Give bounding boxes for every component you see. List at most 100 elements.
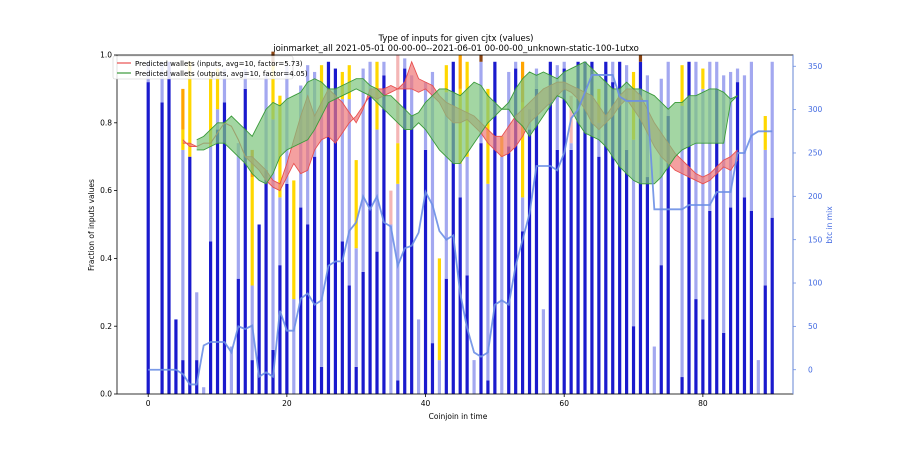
bar-fresh-66 — [604, 61, 608, 394]
x-tick-label-60: 60 — [559, 399, 569, 408]
bar-prev-18 — [271, 65, 275, 120]
bar-remix-84 — [729, 71, 733, 208]
bar-remix-60 — [562, 61, 566, 69]
bar-remix-25 — [319, 112, 324, 367]
bar-remix-15 — [250, 285, 254, 361]
bar-fresh-77 — [680, 377, 684, 394]
bar-prev-43 — [444, 65, 448, 93]
bar-friend-35 — [389, 190, 393, 225]
y2-axis-label: btc in mix — [825, 206, 834, 244]
bar-remix-38 — [410, 75, 414, 117]
bar-remix-57 — [541, 309, 545, 394]
bands-layer — [182, 60, 738, 192]
bar-fresh-11 — [222, 102, 227, 395]
bar-fresh-17 — [264, 170, 268, 394]
bar-remix-36 — [396, 183, 400, 381]
bar-fresh-71 — [638, 61, 643, 394]
bar-remix-30 — [354, 248, 358, 367]
legend-outputs-label: Predicted wallets (outputs, avg=10, fact… — [135, 70, 308, 78]
bar-remix-5 — [181, 149, 185, 361]
bar-remix-45 — [458, 163, 462, 198]
bar-fresh-41 — [430, 343, 435, 394]
bar-remix-77 — [680, 105, 684, 378]
bar-remix-21 — [292, 299, 296, 394]
bar-fresh-16 — [257, 224, 261, 394]
x-tick-label-80: 80 — [698, 399, 708, 408]
bar-fresh-27 — [333, 68, 337, 394]
bar-remix-59 — [555, 65, 559, 150]
legend-inputs-label: Predicted wallets (inputs, avg=10, facto… — [135, 60, 303, 68]
bar-fresh-10 — [215, 129, 220, 394]
bar-fresh-63 — [583, 61, 587, 394]
bar-remix-42 — [437, 360, 441, 394]
bar-remix-39 — [417, 319, 421, 394]
y2-tick-label-100: 100 — [808, 279, 823, 288]
bar-remix-31 — [361, 68, 365, 272]
bar-fresh-43 — [444, 278, 448, 394]
bar-fresh-0 — [146, 82, 150, 395]
bar-fresh-67 — [611, 82, 615, 395]
bar-remix-10 — [215, 109, 220, 130]
y-tick-label-1: 1.0 — [100, 51, 112, 60]
y-tick-label-0: 0.0 — [100, 390, 112, 399]
bar-prev-42 — [437, 258, 441, 361]
legend-box — [112, 55, 294, 80]
bar-remix-83 — [722, 75, 726, 333]
bar-fresh-40 — [423, 149, 428, 394]
bar-fresh-30 — [354, 366, 358, 394]
bar-fresh-75 — [666, 116, 670, 395]
bar-remix-9 — [209, 146, 213, 242]
bar-fresh-25 — [319, 366, 324, 394]
bar-fresh-70 — [631, 326, 636, 394]
y-axis-right: 0 50 100 150 200 250 300 350 — [792, 55, 823, 394]
bar-fresh-83 — [722, 332, 726, 394]
bar-fresh-61 — [569, 149, 573, 394]
bar-fresh-69 — [625, 149, 629, 394]
bar-remix-7 — [195, 292, 199, 361]
btc-line-layer — [148, 74, 773, 386]
y-tick-label-0.4: 0.4 — [100, 254, 112, 263]
bar-prev-36 — [396, 143, 400, 184]
bar-fresh-49 — [486, 380, 490, 394]
bar-remix-88 — [756, 360, 760, 394]
bar-remix-75 — [666, 61, 670, 117]
bar-dark-71 — [638, 55, 643, 62]
bar-remix-33 — [375, 129, 379, 252]
bar-remix-73 — [652, 346, 656, 394]
bar-fresh-28 — [340, 241, 344, 394]
bar-fresh-33 — [375, 251, 379, 394]
bar-remix-47 — [472, 360, 476, 394]
y2-tick-label-0: 0 — [808, 365, 813, 374]
bar-orange-45 — [458, 55, 462, 89]
bar-remix-13 — [236, 143, 240, 279]
bar-fresh-60 — [562, 68, 566, 394]
bar-fresh-5 — [181, 360, 185, 394]
bar-fresh-65 — [597, 156, 601, 394]
bar-prev-9 — [209, 71, 213, 147]
bar-remix-8 — [202, 387, 206, 394]
bar-fresh-48 — [479, 143, 483, 394]
bar-fresh-20 — [285, 183, 289, 394]
bar-fresh-90 — [770, 217, 774, 394]
bar-prev-15 — [250, 177, 254, 286]
y-axis-label: Fraction of inputs values — [87, 179, 96, 271]
bar-prev-21 — [292, 180, 296, 300]
bar-remix-90 — [770, 61, 774, 218]
bar-fresh-4 — [174, 319, 178, 394]
bar-fresh-84 — [729, 207, 733, 394]
y-tick-label-0.8: 0.8 — [100, 118, 112, 127]
bar-fresh-37 — [403, 68, 407, 394]
bar-fresh-54 — [521, 231, 525, 394]
bar-fresh-79 — [694, 299, 698, 394]
bar-fresh-36 — [396, 380, 400, 394]
bar-remix-43 — [444, 92, 448, 279]
bar-fresh-24 — [313, 156, 317, 394]
bar-fresh-58 — [548, 61, 552, 394]
bar-remix-67 — [611, 61, 615, 83]
bar-fresh-64 — [590, 61, 594, 394]
bar-remix-53 — [514, 61, 518, 69]
y-tick-label-0.2: 0.2 — [100, 322, 112, 331]
bar-remix-82 — [715, 61, 719, 89]
bar-remix-12 — [229, 346, 233, 394]
